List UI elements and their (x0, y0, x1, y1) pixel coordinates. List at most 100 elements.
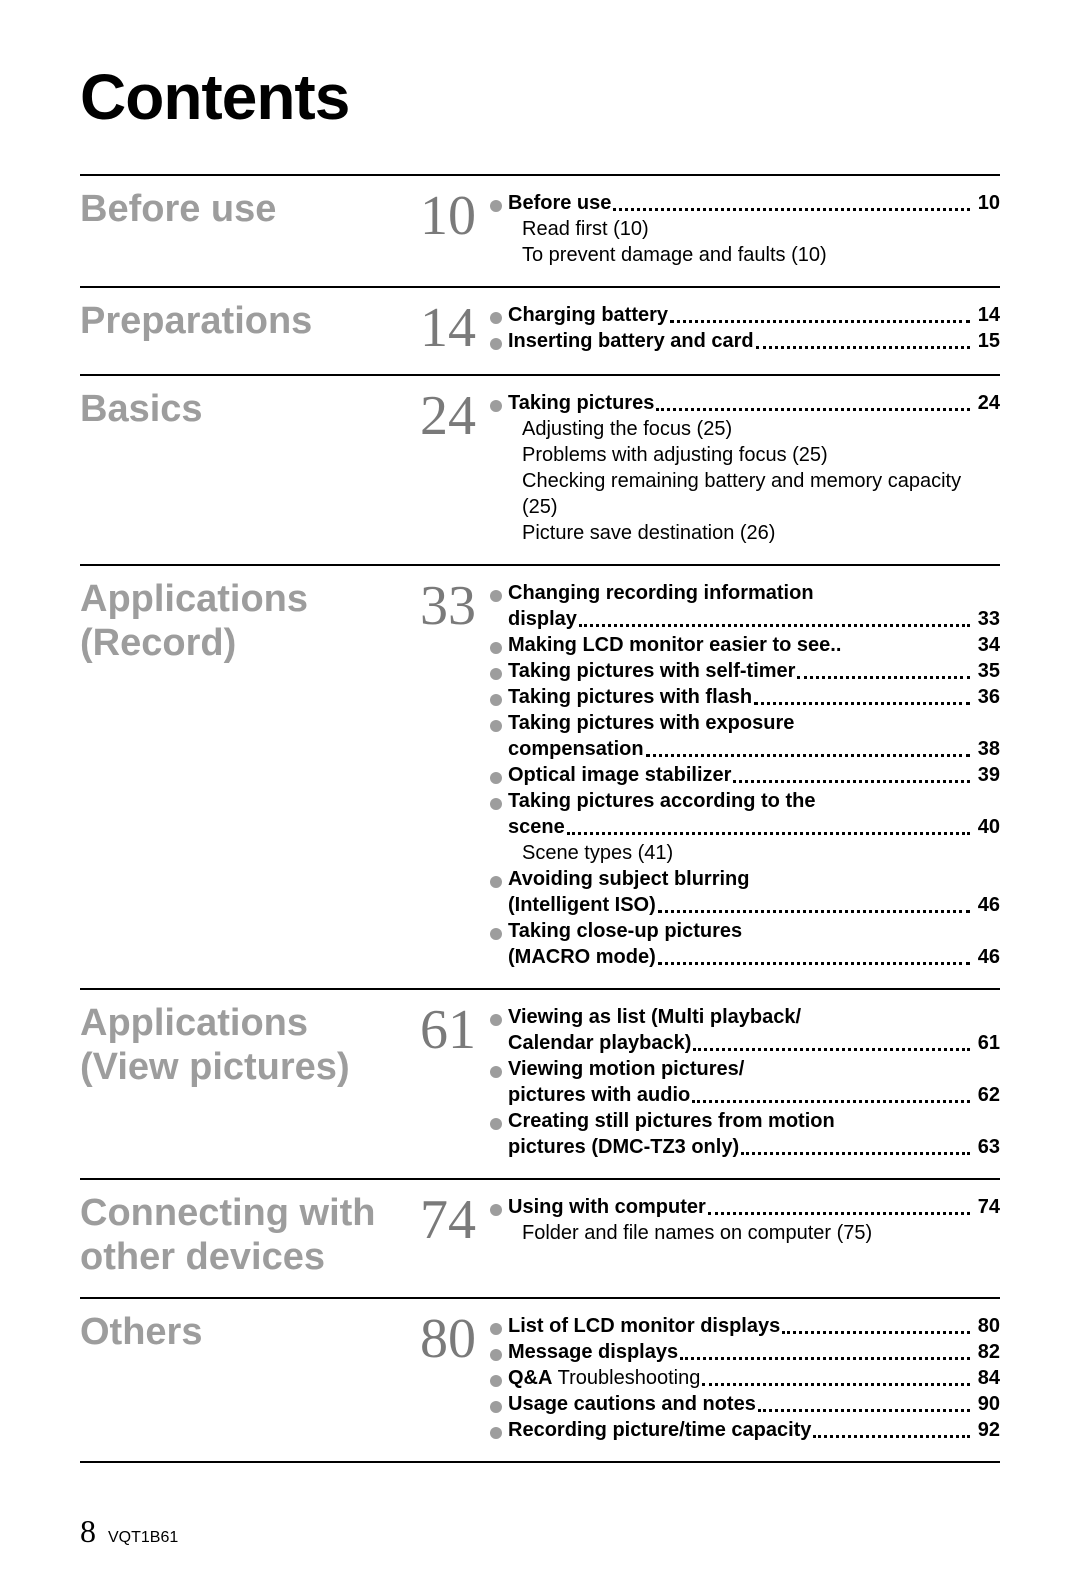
entry-page: 46 (974, 944, 1000, 970)
toc-entry: Making LCD monitor easier to see.. 34 (490, 632, 1000, 658)
bullet-icon (490, 390, 508, 416)
entry-page: 24 (974, 390, 1000, 416)
leader-dots (708, 1195, 970, 1215)
entry-page: 14 (974, 302, 1000, 328)
entry-label: Taking close-up pictures (508, 918, 742, 944)
toc-entry: Taking pictures 24 (490, 390, 1000, 416)
entry-page: 84 (974, 1365, 1000, 1391)
section-name: Applications (View pictures) (80, 1002, 410, 1089)
toc-subentry: Problems with adjusting focus (25) (490, 442, 1000, 468)
toc-entry: Using with computer 74 (490, 1194, 1000, 1220)
leader-dots (756, 329, 970, 349)
entry-label: Taking pictures with flash (508, 684, 752, 710)
entry-label-cont: pictures (DMC-TZ3 only) (508, 1134, 739, 1160)
bullet-icon (490, 710, 508, 736)
toc-section: Applications (Record)33Changing recordin… (80, 564, 1000, 988)
toc-entry: Creating still pictures from motionpictu… (490, 1108, 1000, 1160)
entry-label: Charging battery (508, 302, 668, 328)
entry-page: 38 (974, 736, 1000, 762)
section-start-page: 61 (410, 1002, 490, 1058)
leader-dots (613, 191, 969, 211)
page-title: Contents (80, 60, 1000, 134)
entry-page: 63 (974, 1134, 1000, 1160)
bullet-icon (490, 1313, 508, 1339)
entry-label: Avoiding subject blurring (508, 866, 749, 892)
section-entries: Charging battery14Inserting battery and … (490, 296, 1000, 356)
toc-entry: Taking pictures with exposurecompensatio… (490, 710, 1000, 762)
toc-entry: Changing recording informationdisplay33 (490, 580, 1000, 632)
leader-dots (656, 391, 969, 411)
toc-section: Others80List of LCD monitor displays80Me… (80, 1297, 1000, 1461)
entry-label: Viewing as list (Multi playback/ (508, 1004, 801, 1030)
toc-section: Basics24Taking pictures24Adjusting the f… (80, 374, 1000, 564)
bullet-icon (490, 788, 508, 814)
leader-dots (692, 1083, 970, 1103)
entry-page: 74 (974, 1194, 1000, 1220)
bullet-icon (490, 762, 508, 788)
leader-dots (579, 607, 970, 627)
entry-label: Making LCD monitor easier to see.. (508, 632, 841, 658)
entry-page: 61 (974, 1030, 1000, 1056)
section-name: Applications (Record) (80, 578, 410, 665)
entry-label-cont: display (508, 606, 577, 632)
toc-entry: Avoiding subject blurring(Intelligent IS… (490, 866, 1000, 918)
leader-dots (670, 303, 970, 323)
entry-page: 40 (974, 814, 1000, 840)
section-start-page: 10 (410, 188, 490, 244)
toc-section: Preparations14Charging battery14Insertin… (80, 286, 1000, 374)
entry-label: Changing recording information (508, 580, 814, 606)
bullet-icon (490, 328, 508, 354)
leader-dots (813, 1418, 969, 1438)
entry-page: 80 (974, 1313, 1000, 1339)
leader-dots (797, 659, 969, 679)
entry-label: Using with computer (508, 1194, 706, 1220)
toc-subentry: Scene types (41) (490, 840, 1000, 866)
section-start-page: 80 (410, 1311, 490, 1367)
bullet-icon (490, 866, 508, 892)
bullet-icon (490, 658, 508, 684)
bullet-icon (490, 580, 508, 606)
section-entries: Using with computer 74Folder and file nam… (490, 1188, 1000, 1279)
section-entries: Changing recording informationdisplay33M… (490, 574, 1000, 970)
entry-label: Creating still pictures from motion (508, 1108, 835, 1134)
bullet-icon (490, 1391, 508, 1417)
bullet-icon (490, 1339, 508, 1365)
entry-label: Taking pictures with self-timer (508, 658, 795, 684)
entry-page: 10 (974, 190, 1000, 216)
entry-label: Before use (508, 190, 611, 216)
section-start-page: 24 (410, 388, 490, 444)
bullet-icon (490, 1194, 508, 1220)
contents-table: Before use10Before use10Read first (10)T… (80, 174, 1000, 1461)
toc-entry: Taking pictures with self-timer 35 (490, 658, 1000, 684)
bullet-icon (490, 302, 508, 328)
entry-page: 36 (974, 684, 1000, 710)
entry-page: 62 (974, 1082, 1000, 1108)
bottom-rule (80, 1461, 1000, 1463)
bullet-icon (490, 684, 508, 710)
section-entries: Before use10Read first (10)To prevent da… (490, 184, 1000, 268)
toc-entry: Q&A Troubleshooting84 (490, 1365, 1000, 1391)
bullet-icon (490, 1056, 508, 1082)
bullet-icon (490, 1004, 508, 1030)
entry-label-cont: (Intelligent ISO) (508, 892, 656, 918)
section-name: Basics (80, 388, 410, 432)
bullet-icon (490, 1417, 508, 1443)
entry-label: Recording picture/time capacity (508, 1417, 811, 1443)
entry-page: 35 (974, 658, 1000, 684)
toc-entry: Optical image stabilizer39 (490, 762, 1000, 788)
leader-dots (782, 1314, 970, 1334)
section-name: Others (80, 1311, 410, 1355)
entry-label-cont: compensation (508, 736, 644, 762)
toc-subentry: Folder and file names on computer (75) (490, 1220, 1000, 1246)
entry-label-cont: scene (508, 814, 565, 840)
leader-dots (680, 1340, 970, 1360)
leader-dots (758, 1392, 970, 1412)
leader-dots (693, 1031, 969, 1051)
toc-entry: Viewing as list (Multi playback/Calendar… (490, 1004, 1000, 1056)
toc-section: Connecting with other devices74Using wit… (80, 1178, 1000, 1297)
entry-label: Viewing motion pictures/ (508, 1056, 744, 1082)
toc-subentry: To prevent damage and faults (10) (490, 242, 1000, 268)
leader-dots (702, 1366, 969, 1386)
entry-label: Taking pictures (508, 390, 654, 416)
section-entries: Viewing as list (Multi playback/Calendar… (490, 998, 1000, 1160)
